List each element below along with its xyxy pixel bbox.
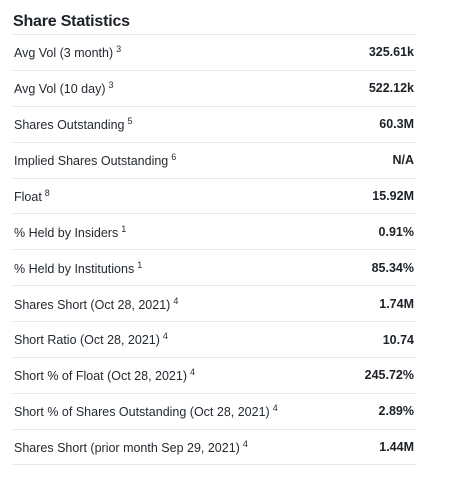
footnote-marker: 3 [116,44,122,55]
footnote-marker: 4 [190,367,196,378]
table-row: % Held by Insiders 1 0.91% [12,213,416,249]
table-row: Short Ratio (Oct 28, 2021) 4 10.74 [12,321,416,357]
row-value: 10.74 [382,332,414,347]
row-value: 522.12k [368,81,414,96]
row-label: Shares Outstanding 5 [14,116,133,133]
row-value: 245.72% [364,368,414,383]
footnote-marker: 5 [127,116,133,127]
row-label: Shares Short (prior month Sep 29, 2021) 4 [14,438,248,455]
row-label: Shares Short (Oct 28, 2021) 4 [14,295,179,312]
row-label: Implied Shares Outstanding 6 [14,152,177,169]
footnote-marker: 1 [121,223,127,234]
footnote-marker: 4 [162,331,168,342]
row-value: 1.44M [379,439,414,454]
table-row: Short % of Float (Oct 28, 2021) 4 245.72% [12,357,416,393]
row-value: 0.91% [378,224,414,239]
footnote-marker: 6 [171,152,177,163]
footnote-marker: 4 [242,438,248,449]
section-title: Share Statistics [13,13,130,30]
row-value: N/A [392,153,414,168]
table-row: % Held by Institutions 1 85.34% [12,249,416,285]
table-row: Float 8 15.92M [12,177,416,214]
row-label: Avg Vol (3 month) 3 [14,44,122,61]
table-row: Avg Vol (3 month) 3 325.61k [12,34,416,70]
footnote-marker: 4 [173,295,179,306]
footnote-marker: 8 [44,187,50,198]
row-value: 2.89% [378,404,414,419]
table-row: Shares Short (Oct 28, 2021) 4 1.74M [12,285,416,321]
row-label: % Held by Institutions 1 [14,259,143,276]
row-label: Float 8 [14,187,50,205]
table-row: Implied Shares Outstanding 6 N/A [12,141,416,178]
row-value: 325.61k [368,45,414,60]
row-value: 60.3M [379,117,414,132]
row-value: 1.74M [379,296,414,311]
table-row: Avg Vol (10 day) 3 522.12k [12,69,416,106]
footnote-marker: 1 [137,259,143,270]
row-label: Short % of Float (Oct 28, 2021) 4 [14,367,196,384]
footnote-marker: 3 [108,80,114,91]
table-row: Shares Short (prior month Sep 29, 2021) 4… [12,428,416,465]
footnote-marker: 4 [272,403,278,414]
row-value: 85.34% [371,260,414,275]
row-label: Short Ratio (Oct 28, 2021) 4 [14,331,168,348]
statistics-table: Avg Vol (3 month) 3 325.61k Avg Vol (10 d… [12,34,416,465]
table-row: Shares Outstanding 5 60.3M [12,105,416,142]
row-label: % Held by Insiders 1 [14,223,127,240]
row-label: Short % of Shares Outstanding (Oct 28, 2… [14,403,278,420]
row-label: Avg Vol (10 day) 3 [14,80,114,97]
table-row: Short % of Shares Outstanding (Oct 28, 2… [12,392,416,429]
row-value: 15.92M [372,189,414,203]
